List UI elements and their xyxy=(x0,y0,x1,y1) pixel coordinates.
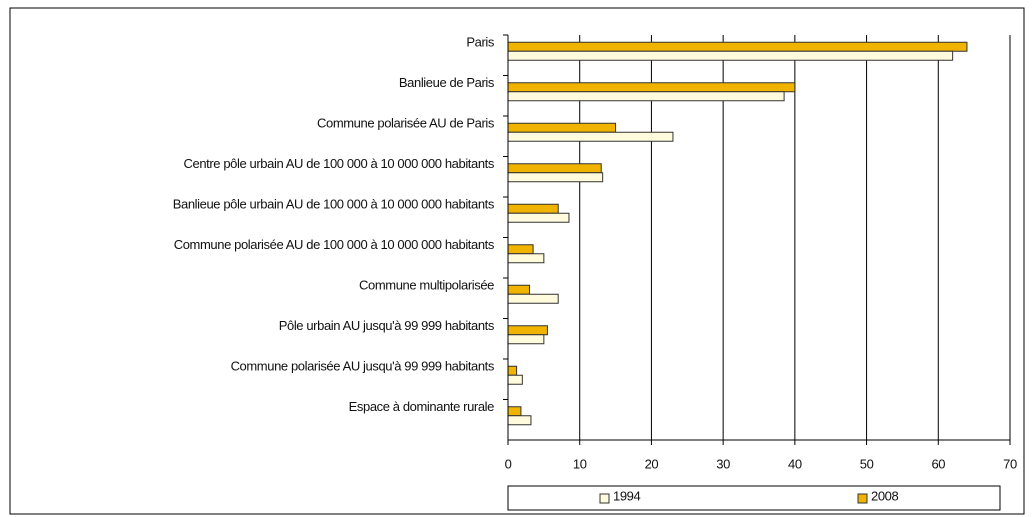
x-tick-label: 50 xyxy=(860,456,874,471)
bar xyxy=(507,203,559,214)
bar xyxy=(507,406,522,417)
y-tick-label: Espace à dominante rurale xyxy=(349,399,495,414)
y-tick-label: Banlieue de Paris xyxy=(399,75,495,90)
bar xyxy=(507,415,532,426)
legend-label: 1994 xyxy=(613,488,640,503)
frame xyxy=(9,7,1025,515)
bar xyxy=(507,334,545,345)
x-tick-label: 60 xyxy=(931,456,945,471)
bar xyxy=(507,41,968,52)
y-tick-label: Commune multipolarisée xyxy=(359,278,494,293)
bar xyxy=(507,293,559,304)
bar xyxy=(507,212,570,223)
bar xyxy=(507,131,674,142)
y-tick-label: Banlieue pôle urbain AU de 100 000 à 10 … xyxy=(173,197,495,212)
legend-swatch xyxy=(599,493,610,504)
y-tick-label: Centre pôle urbain AU de 100 000 à 10 00… xyxy=(184,156,495,171)
bar xyxy=(507,253,545,264)
y-tick-label: Pôle urbain AU jusqu'à 99 999 habitants xyxy=(279,318,495,333)
legend-label: 2008 xyxy=(871,488,898,503)
x-tick-label: 40 xyxy=(788,456,802,471)
bar xyxy=(507,244,534,255)
y-tick-label: Commune polarisée AU jusqu'à 99 999 habi… xyxy=(231,359,495,374)
bar xyxy=(507,365,518,376)
x-tick-label: 70 xyxy=(1003,456,1017,471)
bar xyxy=(507,172,604,183)
bar xyxy=(507,122,617,133)
y-tick-label: Commune polarisée AU de Paris xyxy=(317,116,495,131)
bar xyxy=(507,284,531,295)
y-tick-label: Paris xyxy=(466,35,495,50)
x-tick-label: 0 xyxy=(505,456,512,471)
bar xyxy=(507,163,602,174)
legend-swatch xyxy=(857,493,868,504)
bar xyxy=(507,50,954,61)
x-tick-label: 20 xyxy=(645,456,659,471)
x-tick-label: 30 xyxy=(716,456,730,471)
y-tick-label: Commune polarisée AU de 100 000 à 10 000… xyxy=(174,237,495,252)
x-tick-label: 10 xyxy=(573,456,587,471)
bar xyxy=(507,325,548,336)
bar xyxy=(507,374,523,385)
bar xyxy=(507,91,785,102)
legend-box xyxy=(507,485,1001,511)
bar xyxy=(507,82,796,93)
